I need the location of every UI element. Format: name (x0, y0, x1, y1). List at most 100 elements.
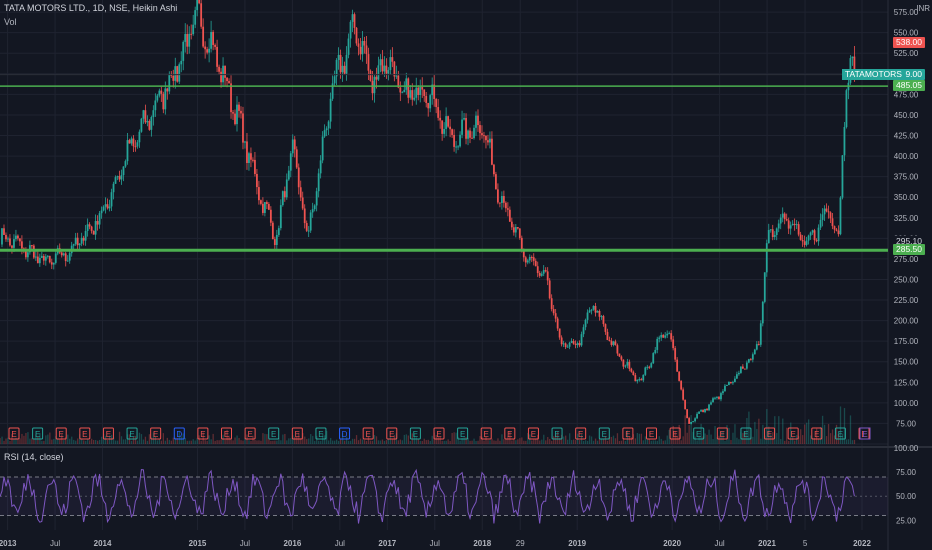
candle (299, 187, 302, 198)
volume-bar (73, 439, 75, 444)
candle (797, 224, 800, 235)
earnings-marker-label: E (389, 430, 394, 439)
volume-bar (809, 435, 812, 444)
candle (301, 197, 304, 209)
volume-bar (543, 434, 545, 444)
volume-bar (359, 438, 362, 444)
candle (397, 75, 400, 88)
earnings-marker-label: E (838, 430, 843, 439)
candle (190, 33, 193, 35)
volume-bar (98, 439, 101, 444)
volume-bar (624, 440, 627, 444)
volume-bar (678, 424, 680, 444)
volume-bar (614, 438, 617, 444)
volume-bar (186, 440, 188, 444)
volume-bar (622, 437, 625, 444)
volume-bar (288, 438, 290, 444)
earnings-marker-label: E (106, 430, 111, 439)
candle (465, 118, 467, 139)
volume-bar (369, 440, 372, 444)
rsi-line (0, 468, 855, 524)
rsi-legend[interactable]: RSI (14, close) (4, 452, 64, 462)
candle (176, 66, 179, 82)
y-tick-label: 525.00 (894, 49, 919, 58)
volume-bar (306, 439, 308, 444)
volume-bar (766, 409, 768, 444)
volume-bar (746, 418, 748, 444)
candle (558, 328, 561, 338)
candle (341, 65, 344, 73)
volume-bar (381, 439, 384, 444)
volume-bar (248, 440, 250, 444)
volume-bar (501, 434, 503, 444)
volume-bar (525, 440, 527, 444)
volume-bar (570, 440, 573, 444)
volume-bar (335, 439, 338, 444)
earnings-marker-label: E (625, 430, 630, 439)
earnings-marker (221, 427, 232, 440)
candle (423, 89, 426, 96)
y-tick-label: 125.00 (894, 378, 919, 387)
volume-bar (686, 432, 688, 444)
candle (803, 241, 806, 245)
candle (761, 301, 764, 324)
volume-bar (337, 440, 340, 444)
candle (118, 176, 121, 180)
y-tick-label: 150.00 (894, 358, 919, 367)
volume-bar (545, 440, 547, 444)
candle (451, 129, 453, 135)
candle (307, 230, 310, 232)
candle (76, 237, 79, 246)
candle (570, 341, 573, 343)
candle (102, 206, 105, 211)
volume-bar (1, 436, 3, 444)
volume-bar (429, 440, 431, 444)
earnings-marker (173, 427, 185, 440)
volume-bar (790, 422, 792, 444)
volume-bar (592, 440, 595, 444)
volume-bar (379, 440, 382, 444)
volume-bar (786, 427, 788, 444)
symbol-legend[interactable]: TATA MOTORS LTD., 1D, NSE, Heikin Ashi (4, 3, 178, 13)
volume-bar (377, 440, 380, 444)
candle (662, 334, 665, 338)
volume-bar (75, 440, 77, 444)
volume-bar (646, 439, 648, 444)
volume-bar (29, 438, 31, 444)
volume-bar (324, 435, 326, 444)
candle (781, 213, 784, 218)
candle (88, 224, 91, 227)
candle (385, 65, 388, 74)
candle (692, 421, 694, 423)
volume-legend[interactable]: Vol (4, 17, 17, 27)
volume-bar (451, 432, 453, 444)
candle (696, 413, 698, 419)
volume-bar (353, 438, 356, 444)
earnings-marker-label: E (224, 430, 229, 439)
candle (520, 237, 523, 250)
candle (853, 56, 856, 80)
volume-bar (539, 440, 541, 444)
candle (684, 399, 687, 410)
candle (267, 204, 270, 210)
volume-bar (851, 440, 854, 444)
volume-bar (479, 436, 481, 444)
candle (295, 149, 298, 168)
candle (552, 309, 555, 314)
volume-bar (51, 439, 53, 444)
volume-bar (69, 438, 71, 444)
volume-bar (389, 437, 392, 444)
candle (785, 219, 788, 221)
candle (214, 44, 216, 47)
candle (576, 343, 579, 345)
candle (610, 340, 613, 345)
volume-bar (387, 439, 390, 444)
volume-bar (391, 439, 394, 444)
candle (277, 228, 280, 235)
candle (658, 337, 661, 339)
candle (690, 421, 692, 424)
candle (735, 374, 738, 379)
volume-bar (517, 439, 519, 444)
volume-bar (212, 433, 214, 444)
